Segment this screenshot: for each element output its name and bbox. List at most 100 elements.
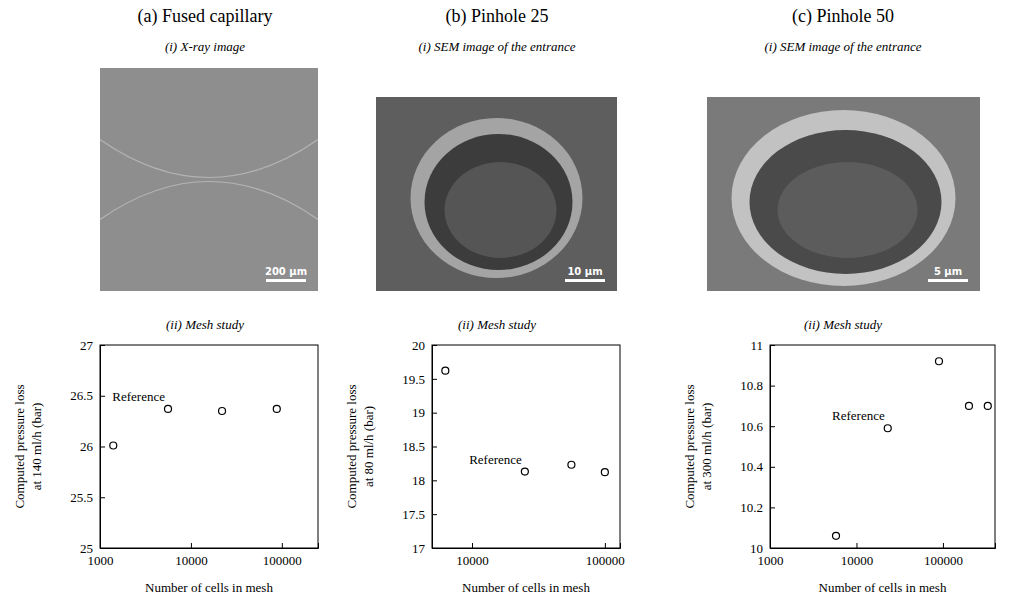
y-tick: 10: [750, 541, 775, 556]
plot-frame: [770, 345, 995, 548]
y-tick-label: 25.5: [70, 490, 93, 505]
x-tick: 100000: [263, 543, 302, 568]
y-tick: 26.5: [70, 388, 105, 403]
y-tick-mark: [100, 497, 105, 498]
data-point: [165, 405, 172, 412]
x-axis-line: [433, 543, 621, 549]
y-axis-title: Computed pressure loss: [12, 384, 27, 508]
data-point: [110, 442, 117, 449]
x-tick-mark: [282, 543, 283, 548]
y-tick-label: 26.5: [70, 388, 93, 403]
y-tick-mark: [432, 447, 437, 448]
y-tick: 10.2: [740, 500, 775, 515]
y-tick-mark: [100, 345, 105, 346]
hole-rim: [732, 110, 956, 286]
data-point: [884, 425, 891, 432]
x-axis: 100010000100000: [88, 543, 319, 568]
panel: (c) Pinhole 50 (i) SEM image of the entra…: [682, 6, 996, 595]
data-point: [935, 358, 942, 365]
hole: [750, 130, 942, 274]
y-tick: 18.5: [402, 439, 437, 454]
image-title: (i) SEM image of the entrance: [764, 39, 921, 54]
chart-subtitle: (ii) Mesh study: [458, 317, 536, 332]
y-tick: 10.4: [740, 459, 775, 474]
x-tick: 10000: [456, 543, 489, 568]
points: [833, 358, 992, 540]
image-title: (i) X-ray image: [165, 39, 245, 54]
x-axis-title: Number of cells in mesh: [145, 580, 273, 595]
y-tick-label: 19: [412, 405, 425, 420]
y-tick-mark: [100, 447, 105, 448]
y-tick-label: 27: [80, 338, 94, 353]
panel-title: (a) Fused capillary: [138, 6, 273, 27]
y-tick-mark: [770, 467, 775, 468]
x-tick: 10000: [841, 543, 874, 568]
x-axis-line: [771, 543, 996, 549]
y-tick-mark: [770, 345, 775, 346]
image-background: [376, 97, 617, 291]
y-axis-line: [771, 346, 776, 549]
y-tick-label: 18: [412, 473, 425, 488]
image: [376, 97, 617, 291]
y-axis-title: Computed pressure loss: [344, 384, 359, 508]
y-tick: 10.6: [740, 419, 775, 434]
annotation: Reference: [112, 389, 165, 404]
y-axis-line: [101, 346, 106, 549]
y-tick-mark: [432, 548, 437, 549]
panel-title: (b) Pinhole 25: [446, 6, 549, 27]
y-axis-title: Computed pressure loss: [682, 384, 697, 508]
y-tick-label: 26: [80, 439, 94, 454]
image: [707, 97, 980, 291]
y-axis-title: at 300 ml/h (bar): [699, 403, 714, 491]
x-tick-mark: [856, 543, 857, 548]
y-axis-title: at 80 ml/h (bar): [361, 406, 376, 487]
x-axis-title: Number of cells in mesh: [819, 580, 947, 595]
y-tick-mark: [432, 379, 437, 380]
y-tick-label: 17.5: [402, 507, 425, 522]
scale-bar: [565, 279, 605, 282]
y-tick: 19.5: [402, 371, 437, 386]
x-axis: 100010000100000: [758, 543, 996, 568]
y-axis: 17 17.5 18 18.5 19 19.5 20: [402, 338, 437, 556]
annotation: Reference: [469, 452, 522, 467]
y-tick-mark: [100, 396, 105, 397]
y-tick: 20: [412, 338, 437, 353]
x-tick-mark: [943, 543, 944, 548]
scale-bar: [266, 279, 306, 282]
image: [100, 68, 318, 291]
x-axis: 10000 100000: [433, 543, 625, 568]
data-point: [442, 367, 449, 374]
x-tick-label: 100000: [924, 553, 963, 568]
x-tick: 10000: [175, 543, 208, 568]
hole-depth: [445, 162, 557, 258]
data-point: [521, 468, 528, 475]
y-tick: 25: [80, 541, 105, 556]
x-tick: 100000: [586, 543, 625, 568]
chart-subtitle: (ii) Mesh study: [804, 317, 882, 332]
y-tick-label: 17: [412, 541, 426, 556]
panel-title: (c) Pinhole 50: [792, 6, 894, 27]
data-point: [833, 532, 840, 539]
figure: (a) Fused capillary(i) X-ray image200 µm…: [0, 0, 1022, 606]
points: [110, 405, 280, 449]
x-axis-line: [101, 543, 319, 549]
plot-frame: [432, 345, 620, 548]
scale-bar-label: 5 µm: [934, 266, 962, 277]
y-tick-label: 19.5: [402, 371, 425, 386]
y-tick: 19: [412, 405, 437, 420]
data-point: [219, 407, 226, 414]
y-tick-label: 10.8: [740, 378, 763, 393]
y-tick-mark: [432, 345, 437, 346]
data-point: [601, 469, 608, 476]
panel: (a) Fused capillary(i) X-ray image200 µm…: [12, 6, 319, 595]
x-tick-label: 10000: [175, 553, 208, 568]
y-tick-mark: [432, 480, 437, 481]
y-tick-mark: [100, 548, 105, 549]
x-axis-title: Number of cells in mesh: [462, 580, 590, 595]
points: [442, 367, 609, 476]
y-tick-label: 10.6: [740, 419, 763, 434]
y-tick: 10.8: [740, 378, 775, 393]
scale-bar-label: 10 µm: [567, 266, 602, 277]
image-title: (i) SEM image of the entrance: [418, 39, 575, 54]
x-tick-label: 10000: [456, 553, 489, 568]
